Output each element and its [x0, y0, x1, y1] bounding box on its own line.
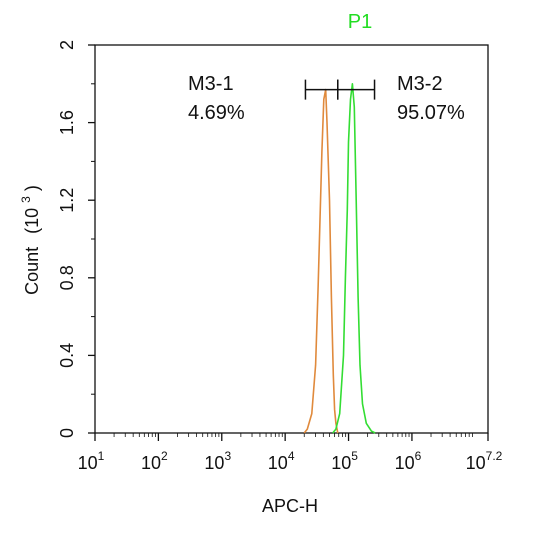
gate-percent-m3-2: 95.07%	[397, 102, 465, 124]
y-tick-label: 0.4	[57, 343, 77, 368]
x-axis: 101 102 103 104 105 106 107.2	[78, 433, 503, 473]
gate-label-m3-1: M3-1	[188, 73, 234, 95]
y-axis-unit-base: (10	[22, 208, 42, 234]
x-tick-label: 102	[141, 449, 168, 473]
y-tick-label: 0.8	[57, 265, 77, 290]
x-tick-label: 106	[395, 449, 422, 473]
y-tick-label: 1.2	[57, 188, 77, 213]
x-tick-label: 107.2	[466, 449, 503, 473]
y-axis-unit-exp: 3	[19, 196, 33, 203]
chart-title: P1	[348, 11, 372, 33]
y-axis: 0 0.4 0.8 1.2 1.6 2	[57, 40, 95, 438]
gate-label-m3-2: M3-2	[397, 73, 443, 95]
y-axis-title-text: Count	[22, 247, 42, 295]
series-line	[303, 88, 339, 434]
x-tick-label: 103	[204, 449, 231, 473]
series-line	[332, 83, 376, 434]
y-tick-label: 1.6	[57, 110, 77, 135]
y-axis-unit-close: )	[22, 185, 42, 191]
x-tick-label: 105	[331, 449, 358, 473]
gate-percent-m3-1: 4.69%	[188, 102, 245, 124]
y-axis-title: Count (10 3 )	[14, 185, 42, 295]
x-tick-label: 101	[78, 449, 105, 473]
y-tick-label: 0	[57, 428, 77, 438]
x-axis-title: APC-H	[262, 496, 318, 516]
gate-layer	[304, 79, 376, 100]
y-tick-label: 2	[57, 40, 77, 50]
series-layer	[303, 83, 376, 434]
x-tick-label: 104	[268, 449, 295, 473]
